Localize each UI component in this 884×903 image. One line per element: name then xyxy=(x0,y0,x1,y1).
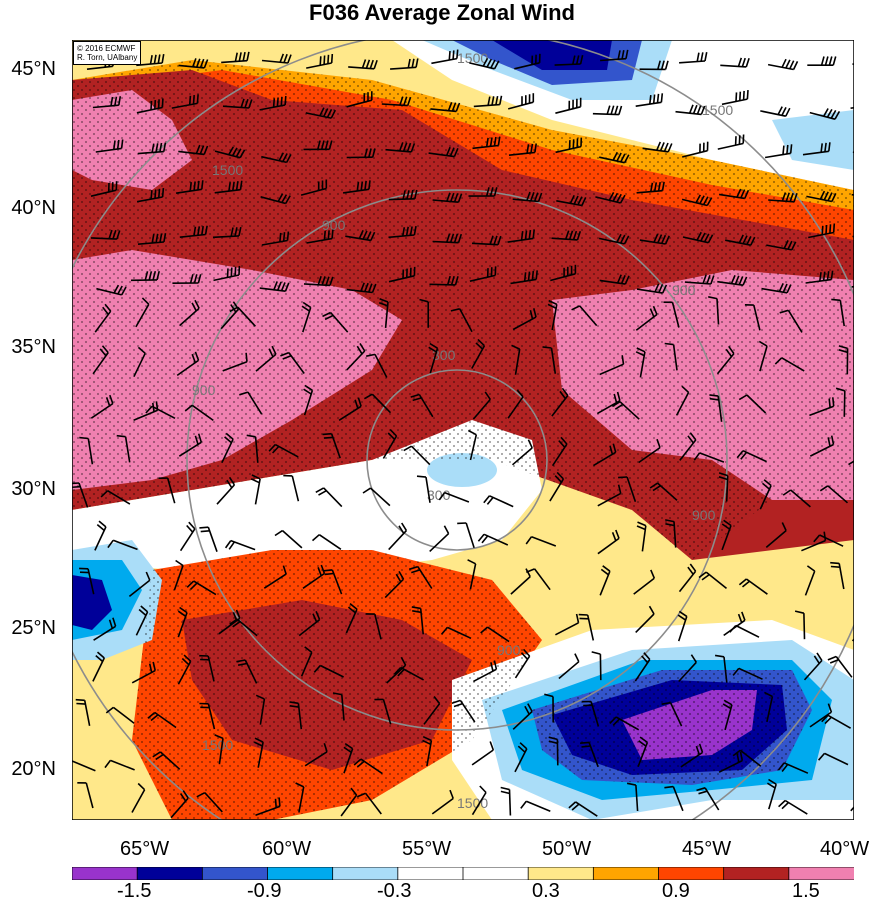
lat-label-45: 45°N xyxy=(11,58,56,81)
colorbar xyxy=(72,867,854,880)
lat-label-20: 20°N xyxy=(11,758,56,781)
contour-label: 900 xyxy=(497,642,521,658)
lat-label-30: 30°N xyxy=(11,478,56,501)
contour-label: 1500 xyxy=(202,737,233,753)
lon-label-50: 50°W xyxy=(542,838,591,861)
colorbar-swatch xyxy=(789,867,854,880)
lon-label-60: 60°W xyxy=(262,838,311,861)
lat-label-40: 40°N xyxy=(11,197,56,220)
colorbar-swatch xyxy=(202,867,268,880)
contour-label: 300 xyxy=(427,487,451,503)
contour-label: 900 xyxy=(322,217,346,233)
colorbar-swatch xyxy=(528,867,594,880)
contour-label: 900 xyxy=(192,382,216,398)
colorbar-swatch xyxy=(659,867,725,880)
colorbar-swatch xyxy=(398,867,464,880)
map-panel: 3003009009009009009001500150015001500150… xyxy=(72,40,854,820)
colorbar-swatch xyxy=(593,867,659,880)
colorbar-swatch xyxy=(72,867,138,880)
lon-label-40: 40°W xyxy=(820,838,869,861)
lat-label-25: 25°N xyxy=(11,617,56,640)
colorbar-swatch xyxy=(137,867,203,880)
colorbar-swatch xyxy=(268,867,334,880)
credit-box: © 2016 ECMWF R. Torn, UAlbany xyxy=(73,41,141,65)
colorbar-swatch xyxy=(463,867,529,880)
lon-label-45: 45°W xyxy=(682,838,731,861)
lat-label-35: 35°N xyxy=(11,336,56,359)
contour-label: 1500 xyxy=(702,102,733,118)
contour-label: 900 xyxy=(692,507,716,523)
credit-line-2: R. Torn, UAlbany xyxy=(77,53,137,62)
lon-label-55: 55°W xyxy=(402,838,451,861)
colorbar-swatch xyxy=(333,867,399,880)
credit-line-1: © 2016 ECMWF xyxy=(77,44,137,53)
lon-label-65: 65°W xyxy=(120,838,169,861)
chart-title: F036 Average Zonal Wind xyxy=(0,0,884,26)
contour-label: 1500 xyxy=(212,162,243,178)
colorbar-swatch xyxy=(724,867,790,880)
contour-label: 900 xyxy=(672,282,696,298)
